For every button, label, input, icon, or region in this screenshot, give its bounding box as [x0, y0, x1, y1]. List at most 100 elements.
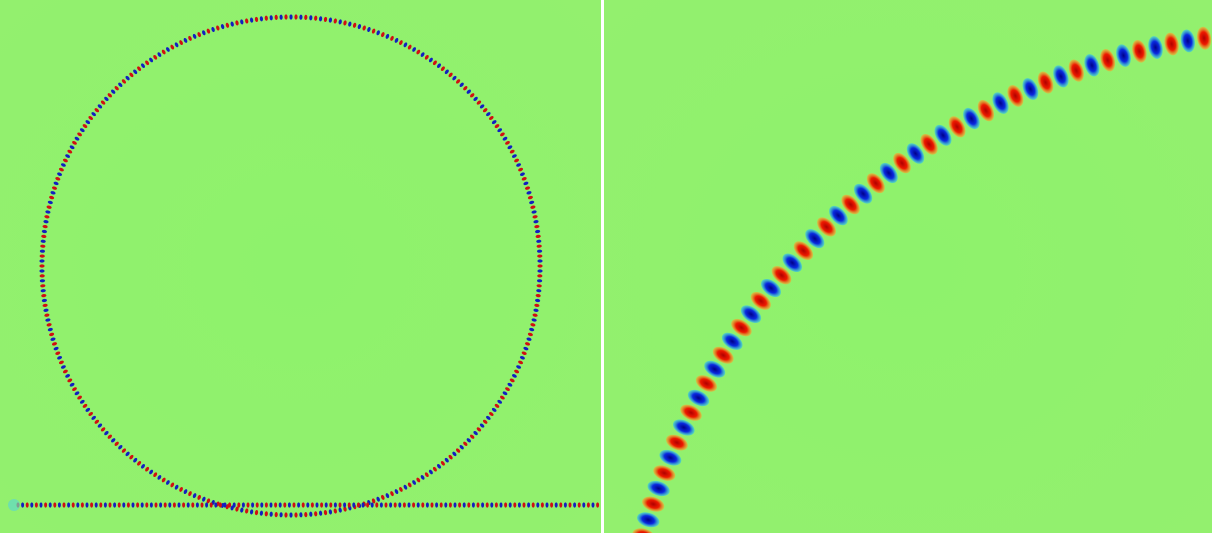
field-lobe — [473, 96, 478, 102]
waveguide-lobe — [44, 502, 48, 508]
field-lobe — [129, 454, 134, 460]
field-lobe — [948, 116, 966, 138]
field-lobe — [537, 249, 543, 253]
waveguide-lobe — [573, 502, 577, 508]
field-lobe — [436, 464, 442, 469]
field-lobe — [338, 507, 342, 513]
field-lobe — [333, 18, 337, 24]
waveguide-lobe — [320, 502, 324, 508]
field-lobe — [1053, 65, 1069, 88]
field-lobe — [537, 279, 543, 283]
field-lobe — [362, 25, 366, 31]
field-lobe — [866, 173, 885, 194]
field-lobe — [486, 415, 491, 420]
field-lobe — [529, 327, 535, 332]
field-lobe — [494, 403, 500, 408]
waveguide-lobe — [163, 502, 167, 508]
waveguide-lobe — [140, 502, 144, 508]
field-lobe — [527, 332, 533, 337]
waveguide-lobe — [21, 502, 25, 508]
waveguide-lobe — [122, 502, 126, 508]
field-lobe — [507, 145, 513, 150]
waveguide-lobe — [264, 502, 268, 508]
field-lobe — [476, 100, 482, 105]
field-lobe — [463, 86, 468, 91]
waveguide-lobe — [425, 502, 429, 508]
waveguide-lobe — [246, 502, 250, 508]
field-lobe — [82, 403, 88, 408]
waveguide-lobe — [159, 502, 163, 508]
field-lobe — [502, 136, 508, 141]
field-lobe — [249, 509, 254, 515]
waveguide-lobe — [582, 502, 586, 508]
field-lobe — [1196, 26, 1212, 50]
field-lobe — [67, 378, 73, 383]
field-lobe — [853, 183, 873, 204]
waveguide-lobe — [421, 502, 425, 508]
field-lobe — [343, 506, 347, 512]
field-lobe — [486, 112, 491, 117]
waveguide-lobe — [315, 502, 319, 508]
field-lobe — [314, 15, 318, 21]
field-lobe — [149, 57, 154, 63]
field-lobe — [482, 419, 488, 424]
field-lobe — [535, 293, 541, 298]
field-lobe — [39, 254, 45, 258]
waveguide-lobe — [297, 502, 301, 508]
waveguide-lobe — [554, 502, 558, 508]
field-lobe — [381, 32, 385, 38]
field-lobe — [41, 234, 47, 239]
field-lobe — [179, 486, 183, 492]
waveguide-lobe — [586, 502, 590, 508]
field-lobe — [58, 167, 64, 172]
waveguide-lobe — [338, 502, 342, 508]
field-lobe — [1100, 49, 1116, 72]
waveguide-lobe — [352, 502, 356, 508]
field-lobe — [642, 496, 665, 512]
field-lobe — [390, 491, 394, 497]
field-lobe — [269, 511, 273, 517]
field-lobe — [534, 224, 540, 229]
field-lobe — [188, 491, 192, 497]
field-lobe — [118, 82, 123, 87]
field-lobe — [371, 28, 376, 34]
field-lobe — [516, 163, 522, 167]
waveguide-lobe — [67, 502, 71, 508]
field-lobe — [125, 75, 130, 81]
waveguide-lobe — [182, 502, 186, 508]
waveguide-lobe — [76, 502, 80, 508]
waveguide-lobe — [34, 502, 38, 508]
waveguide-lobe — [292, 502, 296, 508]
field-lobe — [104, 430, 109, 436]
field-lobe — [137, 461, 142, 466]
waveguide-lobe — [149, 502, 153, 508]
field-lobe — [527, 195, 533, 200]
field-lobe — [432, 466, 437, 472]
waveguide-lobe — [527, 502, 531, 508]
field-lobe — [43, 308, 49, 312]
field-lobe — [459, 445, 464, 450]
field-lobe — [46, 205, 52, 209]
field-lobe — [731, 318, 752, 337]
field-lobe — [318, 16, 323, 22]
field-lobe — [436, 63, 442, 68]
field-lobe — [166, 480, 170, 485]
field-lobe — [41, 298, 47, 303]
waveguide-lobe — [131, 502, 135, 508]
field-lobe — [104, 96, 109, 102]
field-lobe — [537, 269, 543, 273]
field-lobe — [721, 332, 743, 350]
field-lobe — [526, 191, 532, 195]
waveguide-lobe — [168, 502, 172, 508]
field-lobe — [309, 15, 313, 21]
field-lobe — [51, 186, 58, 190]
waveguide-lobe — [191, 502, 195, 508]
field-lobe — [704, 360, 726, 378]
field-lobe — [511, 154, 517, 158]
field-lobe — [666, 434, 688, 451]
waveguide-lobe — [513, 502, 517, 508]
field-lobe — [153, 472, 158, 478]
field-lobe — [893, 152, 911, 174]
field-lobe — [309, 511, 313, 517]
